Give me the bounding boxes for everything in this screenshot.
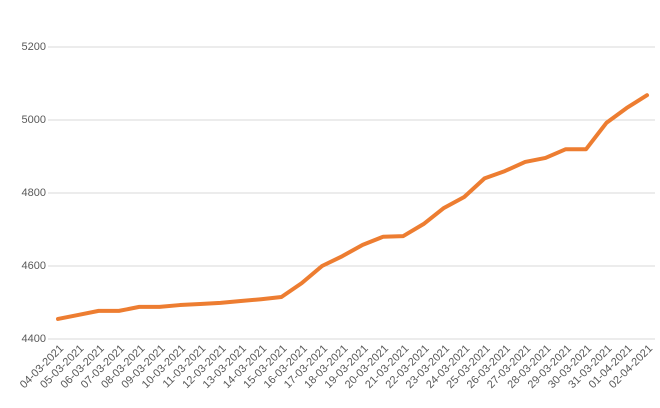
- y-tick-label: 4600: [22, 260, 46, 272]
- y-tick-label: 5200: [22, 41, 46, 53]
- y-tick-label: 4800: [22, 187, 46, 199]
- data-line: [56, 93, 649, 321]
- y-tick-label: 4400: [22, 333, 46, 345]
- y-tick-label: 5000: [22, 114, 46, 126]
